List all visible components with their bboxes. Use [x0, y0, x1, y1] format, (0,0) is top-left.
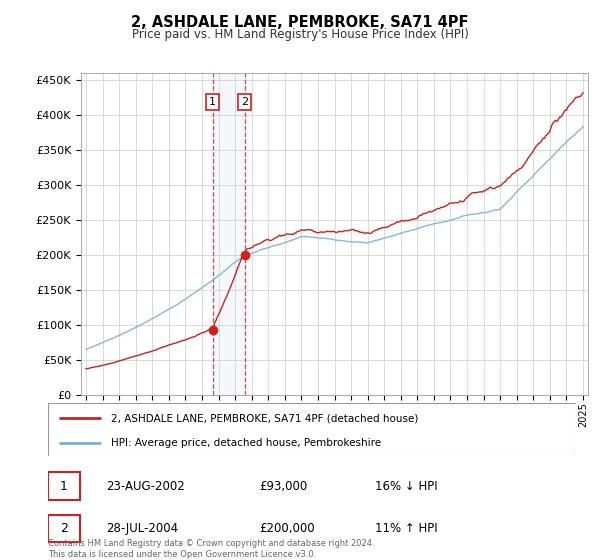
Text: 2, ASHDALE LANE, PEMBROKE, SA71 4PF (detached house): 2, ASHDALE LANE, PEMBROKE, SA71 4PF (det…: [112, 413, 419, 423]
Text: Contains HM Land Registry data © Crown copyright and database right 2024.
This d: Contains HM Land Registry data © Crown c…: [48, 539, 374, 559]
Text: 23-AUG-2002: 23-AUG-2002: [106, 479, 185, 493]
FancyBboxPatch shape: [48, 472, 80, 500]
Text: £200,000: £200,000: [259, 522, 315, 535]
Bar: [212, 73, 245, 395]
Text: 28-JUL-2004: 28-JUL-2004: [106, 522, 178, 535]
Text: 2, ASHDALE LANE, PEMBROKE, SA71 4PF: 2, ASHDALE LANE, PEMBROKE, SA71 4PF: [131, 15, 469, 30]
FancyBboxPatch shape: [48, 515, 80, 543]
Text: £93,000: £93,000: [259, 479, 307, 493]
Text: Price paid vs. HM Land Registry's House Price Index (HPI): Price paid vs. HM Land Registry's House …: [131, 28, 469, 41]
Text: 2: 2: [241, 97, 248, 107]
Text: 1: 1: [209, 97, 216, 107]
Text: 1: 1: [60, 479, 68, 493]
Text: 16% ↓ HPI: 16% ↓ HPI: [376, 479, 438, 493]
FancyBboxPatch shape: [48, 403, 576, 456]
Text: 11% ↑ HPI: 11% ↑ HPI: [376, 522, 438, 535]
Text: 2: 2: [60, 522, 68, 535]
Text: HPI: Average price, detached house, Pembrokeshire: HPI: Average price, detached house, Pemb…: [112, 438, 382, 448]
